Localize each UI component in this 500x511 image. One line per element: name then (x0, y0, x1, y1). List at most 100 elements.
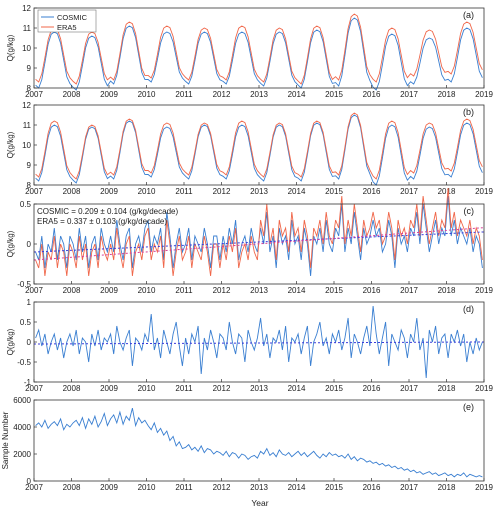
x-tick-label: 2017 (400, 90, 418, 99)
x-tick-label: 2008 (63, 286, 81, 295)
x-tick-label: 2011 (175, 187, 193, 196)
y-tick-label: 10 (22, 44, 31, 53)
x-tick-label: 2016 (363, 384, 381, 393)
y-tick-label: 4000 (13, 423, 31, 432)
trend-line-era5 (33, 227, 485, 261)
x-tick-label: 2011 (175, 384, 193, 393)
x-axis-label: Year (251, 498, 268, 508)
y-tick-label: 11 (23, 121, 32, 130)
y-tick-label: 0.5 (20, 200, 32, 209)
x-tick-label: 2018 (438, 187, 456, 196)
x-tick-label: 2012 (213, 90, 231, 99)
x-tick-label: 2013 (250, 187, 268, 196)
x-tick-label: 2018 (438, 483, 456, 492)
x-tick-label: 2008 (63, 483, 81, 492)
panel-label: (c) (464, 206, 475, 216)
x-tick-label: 2015 (325, 483, 343, 492)
x-tick-label: 2019 (475, 286, 493, 295)
panel-c: 2007 2008 2009 2010 2011 2012 2013 2014 2015 2016… (6, 187, 493, 295)
x-tick-label: 2015 (325, 384, 343, 393)
x-tick-label: 2013 (250, 483, 268, 492)
axes-box (33, 399, 485, 482)
y-tick-label: 6000 (13, 396, 31, 405)
x-tick-label: 2012 (213, 483, 231, 492)
x-tick-label: 2008 (63, 90, 81, 99)
x-tick-label: 2015 (325, 187, 343, 196)
x-tick-label: 2007 (25, 384, 43, 393)
panel-label: (b) (463, 107, 474, 117)
x-tick-label: 2011 (175, 286, 193, 295)
y-axis-label: Q(g/kg) (6, 131, 15, 158)
x-tick-label: 2011 (175, 483, 193, 492)
x-tick-label: 2017 (400, 483, 418, 492)
trend-line-cosmic (33, 231, 485, 253)
panel-label: (e) (463, 402, 474, 412)
x-tick-label: 2009 (100, 286, 118, 295)
x-tick-label: 2007 (25, 187, 43, 196)
x-tick-label: 2008 (63, 384, 81, 393)
x-tick-label: 2009 (100, 187, 118, 196)
x-tick-label: 2010 (138, 483, 156, 492)
panel-label: (d) (463, 304, 474, 314)
x-tick-label: 2010 (138, 286, 156, 295)
y-tick-label: 2000 (13, 450, 31, 459)
x-tick-label: 2017 (400, 286, 418, 295)
y-axis-label: Q(g/kg) (6, 328, 15, 355)
x-tick-label: 2019 (475, 384, 493, 393)
x-tick-label: 2007 (25, 90, 43, 99)
y-tick-label: -0.5 (17, 358, 31, 367)
x-tick-label: 2008 (63, 187, 81, 196)
x-tick-label: 2012 (213, 384, 231, 393)
x-tick-label: 2010 (138, 90, 156, 99)
x-tick-label: 2012 (213, 187, 231, 196)
y-tick-label: 11 (23, 24, 32, 33)
x-tick-label: 2014 (288, 187, 306, 196)
panel-a: 2007 2008 2009 2010 2011 2012 2013 2014 2015 2016… (6, 4, 493, 99)
trend-annotation: COSMIC = 0.209 ± 0.104 (g/kg/decade) (37, 207, 178, 216)
x-tick-label: 2016 (363, 483, 381, 492)
x-tick-label: 2017 (400, 187, 418, 196)
x-tick-label: 2007 (25, 286, 43, 295)
x-tick-label: 2007 (25, 483, 43, 492)
x-tick-label: 2019 (475, 90, 493, 99)
y-tick-label: -0.5 (17, 280, 31, 289)
x-tick-label: 2012 (213, 286, 231, 295)
trend-annotation: ERA5 = 0.337 ± 0.103 (g/kg/decade) (37, 217, 167, 226)
y-tick-label: 12 (22, 101, 31, 110)
x-tick-label: 2010 (138, 384, 156, 393)
y-tick-label: 1 (27, 298, 32, 307)
x-tick-label: 2019 (475, 483, 493, 492)
panel-d: 2007 2008 2009 2010 2011 2012 2013 2014 2015 2016… (6, 298, 493, 393)
series-line-era5 (35, 13, 483, 85)
y-axis-label: Q(g/kg) (6, 230, 15, 257)
series-line-cosmic (35, 17, 483, 91)
y-tick-label: 9 (27, 161, 32, 170)
x-tick-label: 2019 (475, 187, 493, 196)
x-tick-label: 2014 (288, 483, 306, 492)
x-tick-label: 2017 (400, 384, 418, 393)
x-tick-label: 2018 (438, 286, 456, 295)
series-line-cosmic (35, 114, 483, 186)
y-tick-label: 0 (27, 477, 32, 486)
y-axis-label: Sample Number (1, 411, 10, 469)
y-tick-label: -1 (24, 378, 32, 387)
x-tick-label: 2015 (325, 286, 343, 295)
x-tick-label: 2013 (250, 286, 268, 295)
x-tick-label: 2010 (138, 187, 156, 196)
y-tick-label: 8 (27, 181, 32, 190)
y-axis-label: Q(g/kg) (6, 34, 15, 61)
panel-b: 2007 2008 2009 2010 2011 2012 2013 2014 2015 2016… (6, 101, 493, 196)
panel-e: 2007 2008 2009 2010 2011 2012 2013 2014 2015 2016… (1, 396, 493, 492)
x-tick-label: 2014 (288, 90, 306, 99)
x-tick-label: 2018 (438, 384, 456, 393)
x-tick-label: 2013 (250, 90, 268, 99)
axes-box (33, 301, 485, 383)
x-tick-label: 2009 (100, 384, 118, 393)
y-tick-label: 9 (27, 64, 32, 73)
x-tick-label: 2014 (288, 286, 306, 295)
y-tick-label: 8 (27, 84, 32, 93)
x-tick-label: 2018 (438, 90, 456, 99)
series-line-era5 (35, 112, 483, 180)
legend-entry-cosmic: COSMIC (57, 13, 88, 22)
y-tick-label: 0 (27, 338, 32, 347)
